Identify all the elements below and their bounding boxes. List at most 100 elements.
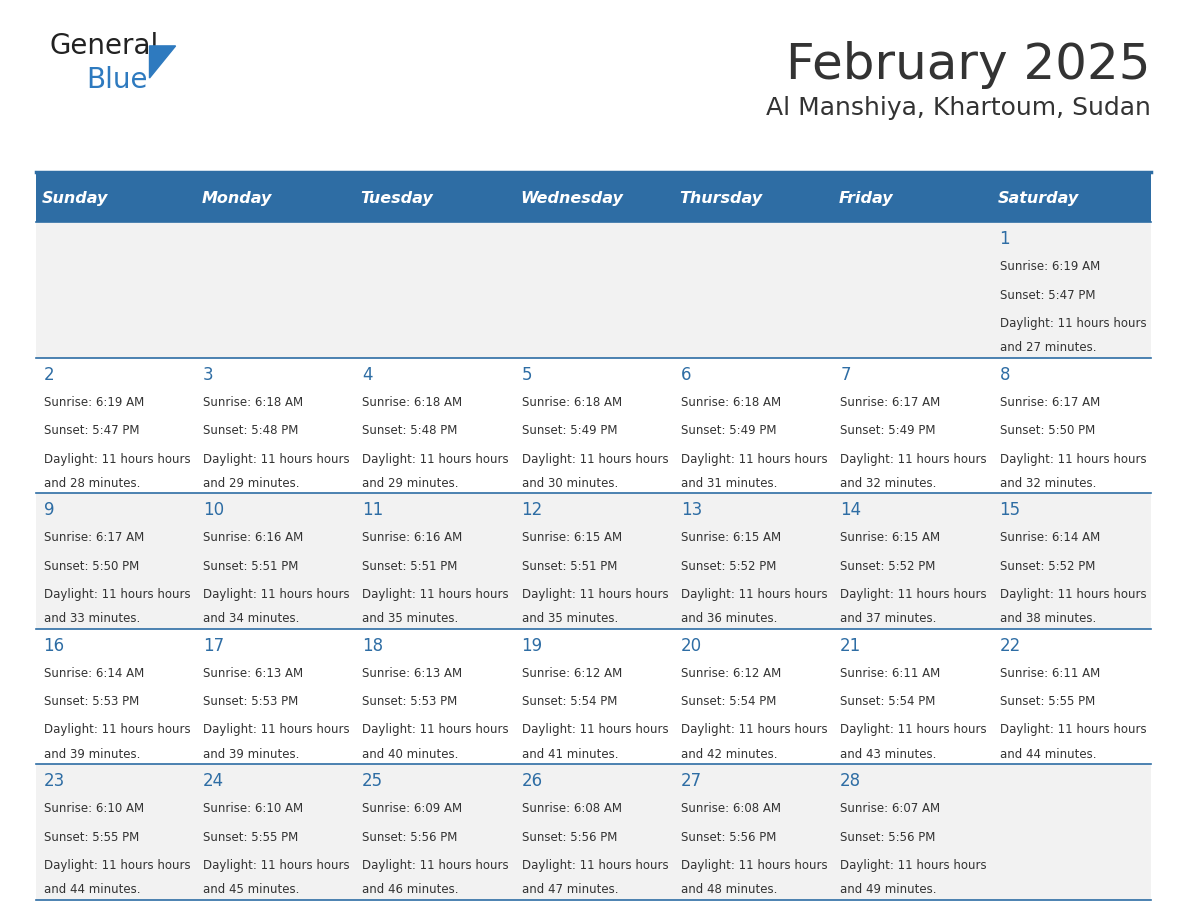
Text: and 42 minutes.: and 42 minutes.: [681, 748, 777, 761]
Text: Sunset: 5:49 PM: Sunset: 5:49 PM: [681, 424, 776, 437]
Text: Al Manshiya, Khartoum, Sudan: Al Manshiya, Khartoum, Sudan: [766, 96, 1151, 120]
Text: Sunset: 5:53 PM: Sunset: 5:53 PM: [44, 695, 139, 708]
Text: Sunrise: 6:13 AM: Sunrise: 6:13 AM: [203, 666, 303, 679]
Text: Sunrise: 6:11 AM: Sunrise: 6:11 AM: [840, 666, 941, 679]
Text: Sunrise: 6:19 AM: Sunrise: 6:19 AM: [999, 260, 1100, 273]
Text: Daylight: 11 hours hours: Daylight: 11 hours hours: [44, 859, 190, 872]
Text: Sunrise: 6:08 AM: Sunrise: 6:08 AM: [522, 802, 621, 815]
Text: Friday: Friday: [839, 191, 893, 206]
Text: Sunset: 5:55 PM: Sunset: 5:55 PM: [44, 831, 139, 844]
Text: Sunrise: 6:17 AM: Sunrise: 6:17 AM: [44, 532, 144, 544]
Text: Sunrise: 6:14 AM: Sunrise: 6:14 AM: [44, 666, 144, 679]
Text: and 32 minutes.: and 32 minutes.: [840, 476, 936, 490]
Text: Daylight: 11 hours hours: Daylight: 11 hours hours: [999, 317, 1146, 330]
Text: Sunset: 5:48 PM: Sunset: 5:48 PM: [362, 424, 457, 437]
Text: Sunrise: 6:17 AM: Sunrise: 6:17 AM: [840, 396, 941, 409]
Text: Daylight: 11 hours hours: Daylight: 11 hours hours: [999, 588, 1146, 601]
Text: Sunset: 5:55 PM: Sunset: 5:55 PM: [999, 695, 1095, 708]
Text: 18: 18: [362, 637, 384, 655]
Text: and 49 minutes.: and 49 minutes.: [840, 883, 936, 896]
Text: Tuesday: Tuesday: [361, 191, 434, 206]
Text: and 48 minutes.: and 48 minutes.: [681, 883, 777, 896]
Text: Saturday: Saturday: [998, 191, 1079, 206]
Text: Sunrise: 6:12 AM: Sunrise: 6:12 AM: [522, 666, 621, 679]
Text: Sunrise: 6:12 AM: Sunrise: 6:12 AM: [681, 666, 781, 679]
Text: Sunrise: 6:18 AM: Sunrise: 6:18 AM: [522, 396, 621, 409]
Text: and 45 minutes.: and 45 minutes.: [203, 883, 299, 896]
Text: Sunrise: 6:16 AM: Sunrise: 6:16 AM: [362, 532, 462, 544]
Text: Sunset: 5:47 PM: Sunset: 5:47 PM: [44, 424, 139, 437]
Text: 9: 9: [44, 501, 55, 520]
Text: and 29 minutes.: and 29 minutes.: [362, 476, 459, 490]
Text: Sunrise: 6:19 AM: Sunrise: 6:19 AM: [44, 396, 144, 409]
Text: 8: 8: [999, 365, 1010, 384]
Text: and 36 minutes.: and 36 minutes.: [681, 612, 777, 625]
Text: Sunday: Sunday: [42, 191, 108, 206]
Text: Daylight: 11 hours hours: Daylight: 11 hours hours: [999, 453, 1146, 465]
Text: 14: 14: [840, 501, 861, 520]
FancyBboxPatch shape: [36, 174, 1151, 222]
Text: Sunset: 5:51 PM: Sunset: 5:51 PM: [203, 560, 298, 573]
Text: Daylight: 11 hours hours: Daylight: 11 hours hours: [522, 859, 668, 872]
Text: Sunset: 5:53 PM: Sunset: 5:53 PM: [203, 695, 298, 708]
Text: 4: 4: [362, 365, 373, 384]
Text: 27: 27: [681, 772, 702, 790]
Text: Daylight: 11 hours hours: Daylight: 11 hours hours: [203, 453, 349, 465]
Text: 23: 23: [44, 772, 65, 790]
Text: Sunset: 5:54 PM: Sunset: 5:54 PM: [840, 695, 936, 708]
Text: 12: 12: [522, 501, 543, 520]
Text: and 39 minutes.: and 39 minutes.: [44, 748, 140, 761]
Text: Daylight: 11 hours hours: Daylight: 11 hours hours: [44, 723, 190, 736]
Text: Daylight: 11 hours hours: Daylight: 11 hours hours: [44, 588, 190, 601]
Text: and 38 minutes.: and 38 minutes.: [999, 612, 1095, 625]
Text: and 35 minutes.: and 35 minutes.: [362, 612, 459, 625]
Text: Sunset: 5:56 PM: Sunset: 5:56 PM: [681, 831, 776, 844]
Text: 17: 17: [203, 637, 225, 655]
Text: Daylight: 11 hours hours: Daylight: 11 hours hours: [681, 588, 828, 601]
Text: and 33 minutes.: and 33 minutes.: [44, 612, 140, 625]
Text: Sunrise: 6:15 AM: Sunrise: 6:15 AM: [522, 532, 621, 544]
FancyBboxPatch shape: [36, 222, 1151, 358]
Text: Daylight: 11 hours hours: Daylight: 11 hours hours: [522, 453, 668, 465]
Text: Sunset: 5:53 PM: Sunset: 5:53 PM: [362, 695, 457, 708]
Text: and 32 minutes.: and 32 minutes.: [999, 476, 1095, 490]
Text: 19: 19: [522, 637, 543, 655]
Text: and 39 minutes.: and 39 minutes.: [203, 748, 299, 761]
Text: Daylight: 11 hours hours: Daylight: 11 hours hours: [203, 588, 349, 601]
Text: Sunrise: 6:08 AM: Sunrise: 6:08 AM: [681, 802, 781, 815]
FancyBboxPatch shape: [36, 358, 1151, 493]
Text: 24: 24: [203, 772, 225, 790]
Text: and 37 minutes.: and 37 minutes.: [840, 612, 936, 625]
Text: Monday: Monday: [201, 191, 272, 206]
Text: and 30 minutes.: and 30 minutes.: [522, 476, 618, 490]
Text: Daylight: 11 hours hours: Daylight: 11 hours hours: [362, 588, 508, 601]
Text: Daylight: 11 hours hours: Daylight: 11 hours hours: [362, 723, 508, 736]
Text: Thursday: Thursday: [680, 191, 763, 206]
Text: Daylight: 11 hours hours: Daylight: 11 hours hours: [840, 859, 987, 872]
Text: Sunrise: 6:13 AM: Sunrise: 6:13 AM: [362, 666, 462, 679]
Text: Daylight: 11 hours hours: Daylight: 11 hours hours: [840, 588, 987, 601]
Text: Daylight: 11 hours hours: Daylight: 11 hours hours: [362, 453, 508, 465]
Text: and 44 minutes.: and 44 minutes.: [44, 883, 140, 896]
Text: 20: 20: [681, 637, 702, 655]
Text: Daylight: 11 hours hours: Daylight: 11 hours hours: [681, 453, 828, 465]
Text: and 31 minutes.: and 31 minutes.: [681, 476, 777, 490]
Text: Sunset: 5:47 PM: Sunset: 5:47 PM: [999, 288, 1095, 301]
Text: 6: 6: [681, 365, 691, 384]
Text: and 34 minutes.: and 34 minutes.: [203, 612, 299, 625]
Text: Daylight: 11 hours hours: Daylight: 11 hours hours: [681, 723, 828, 736]
Text: Daylight: 11 hours hours: Daylight: 11 hours hours: [999, 723, 1146, 736]
Text: Sunrise: 6:09 AM: Sunrise: 6:09 AM: [362, 802, 462, 815]
Text: Sunset: 5:51 PM: Sunset: 5:51 PM: [362, 560, 457, 573]
Text: February 2025: February 2025: [786, 41, 1151, 89]
Text: and 27 minutes.: and 27 minutes.: [999, 341, 1097, 354]
Text: 1: 1: [999, 230, 1010, 248]
Text: 2: 2: [44, 365, 55, 384]
Text: and 44 minutes.: and 44 minutes.: [999, 748, 1097, 761]
Text: Sunset: 5:48 PM: Sunset: 5:48 PM: [203, 424, 298, 437]
Text: Sunset: 5:54 PM: Sunset: 5:54 PM: [522, 695, 617, 708]
Text: 16: 16: [44, 637, 64, 655]
Text: Sunset: 5:54 PM: Sunset: 5:54 PM: [681, 695, 776, 708]
Text: 3: 3: [203, 365, 214, 384]
Text: and 28 minutes.: and 28 minutes.: [44, 476, 140, 490]
